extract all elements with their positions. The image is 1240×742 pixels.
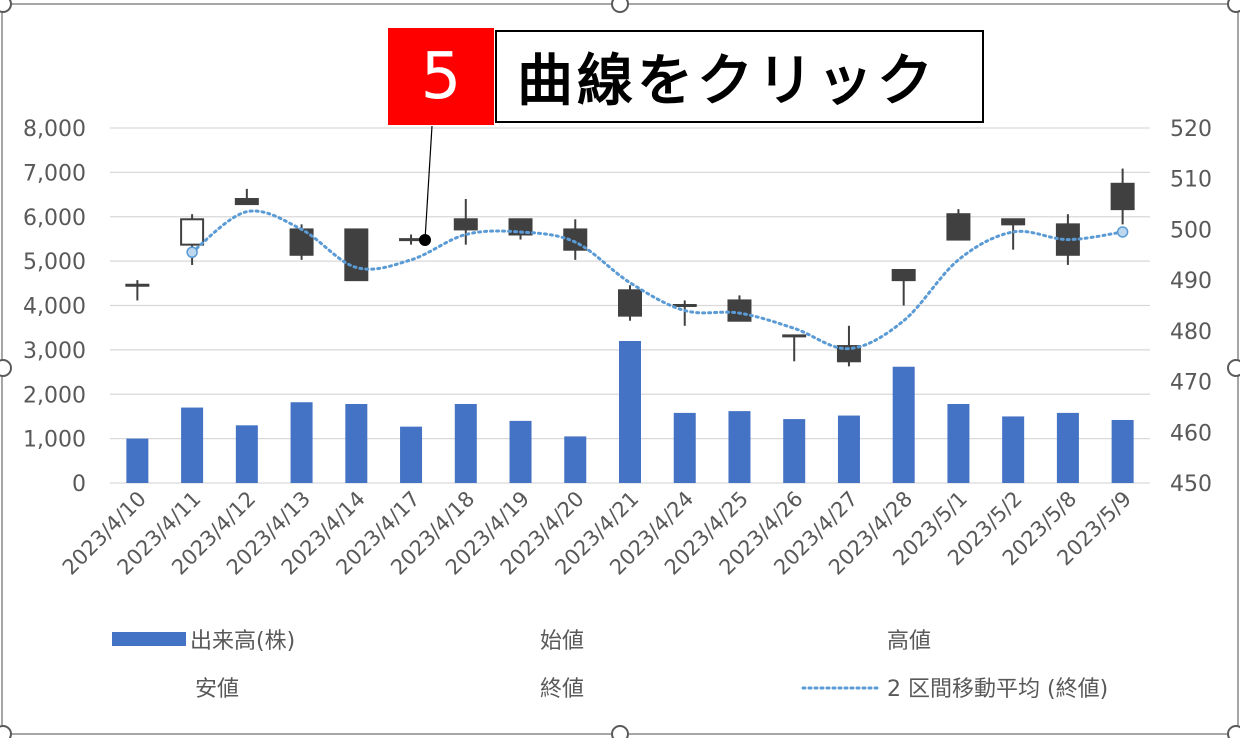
volume-bar[interactable]	[126, 438, 149, 483]
moving-average-path[interactable]	[190, 209, 1125, 351]
left-axis-tick-label: 6,000	[23, 206, 86, 231]
volume-bar[interactable]	[783, 419, 806, 483]
callout-pointer-dot	[419, 234, 431, 246]
right-axis-tick-label: 480	[1170, 320, 1212, 345]
resize-handle[interactable]	[0, 725, 12, 742]
volume-bar[interactable]	[1002, 416, 1025, 483]
right-axis-tick-label: 490	[1170, 269, 1212, 294]
callout-instruction: 曲線をクリック	[495, 30, 984, 123]
left-axis-tick-label: 7,000	[23, 161, 86, 186]
callout-step-number: 5	[388, 28, 494, 125]
volume-bar[interactable]	[837, 415, 860, 483]
left-axis-tick-label: 1,000	[23, 428, 86, 453]
candle-body[interactable]	[453, 218, 478, 231]
legend-label: 始値	[540, 629, 584, 654]
right-axis-tick-label: 450	[1170, 472, 1212, 497]
resize-handle[interactable]	[0, 0, 12, 13]
volume-bar[interactable]	[1056, 412, 1079, 483]
legend-label: 出来高(株)	[190, 629, 295, 654]
candlesticks[interactable]	[125, 168, 1135, 367]
volume-bar[interactable]	[400, 426, 423, 483]
resize-handle[interactable]	[1227, 0, 1240, 13]
right-axis-tick-label: 500	[1170, 218, 1212, 243]
volume-bar[interactable]	[290, 402, 313, 483]
volume-bar[interactable]	[728, 411, 751, 483]
legend-swatch-bar	[112, 632, 186, 646]
volume-bar[interactable]	[947, 404, 970, 483]
left-axis-tick-label: 0	[72, 472, 86, 497]
resize-handle[interactable]	[611, 725, 629, 742]
candle-body[interactable]	[836, 345, 861, 363]
right-axis-tick-label: 520	[1170, 117, 1212, 142]
right-axis-labels: 450 460 470 480 490 500 510 520	[1170, 117, 1212, 497]
candle-body[interactable]	[727, 299, 752, 322]
moving-average-point[interactable]	[186, 246, 198, 258]
candle-body[interactable]	[344, 228, 369, 282]
legend-label: 安値	[195, 677, 239, 702]
left-axis-tick-label: 8,000	[23, 117, 86, 142]
candle-body[interactable]	[289, 228, 314, 256]
volume-bar[interactable]	[1111, 419, 1134, 483]
right-axis-tick-label: 460	[1170, 421, 1212, 446]
legend-label: 2 区間移動平均 (終値)	[887, 677, 1108, 702]
moving-average-point[interactable]	[1116, 226, 1129, 238]
resize-handle[interactable]	[611, 0, 629, 13]
candle-body[interactable]	[891, 269, 916, 282]
candle-body[interactable]	[234, 198, 259, 206]
left-axis-tick-label: 4,000	[23, 295, 86, 320]
left-axis-tick-label: 5,000	[23, 250, 86, 275]
candle-body[interactable]	[1110, 182, 1135, 211]
resize-handle[interactable]	[1227, 725, 1240, 742]
volume-bar[interactable]	[235, 425, 258, 483]
legend-label: 高値	[887, 629, 931, 654]
left-axis-tick-label: 3,000	[23, 339, 86, 364]
left-axis-labels: 0 1,000 2,000 3,000 4,000 5,000 6,000 7,000 8,00…	[23, 117, 86, 497]
candle-body[interactable]	[1001, 218, 1026, 226]
resize-handle[interactable]	[0, 359, 12, 377]
left-axis-tick-label: 2,000	[23, 383, 86, 408]
candle-body[interactable]	[180, 218, 205, 246]
volume-bars[interactable]	[126, 341, 1134, 483]
volume-bar[interactable]	[181, 407, 204, 483]
volume-bar[interactable]	[454, 404, 477, 483]
legend-label: 終値	[540, 677, 584, 702]
right-axis-tick-label: 510	[1170, 168, 1212, 193]
volume-bar[interactable]	[509, 420, 532, 483]
volume-bar[interactable]	[345, 404, 368, 483]
volume-bar[interactable]	[564, 436, 587, 483]
callout-pointer	[419, 125, 433, 246]
moving-average-line[interactable]	[186, 209, 1129, 351]
callout-leader-line	[424, 125, 433, 241]
candle-body[interactable]	[946, 213, 971, 241]
candle-body[interactable]	[618, 289, 642, 317]
volume-bar[interactable]	[892, 366, 915, 483]
volume-bar[interactable]	[619, 341, 641, 483]
right-axis-tick-label: 470	[1170, 371, 1212, 396]
resize-handle[interactable]	[1227, 359, 1240, 377]
volume-bar[interactable]	[673, 412, 696, 483]
